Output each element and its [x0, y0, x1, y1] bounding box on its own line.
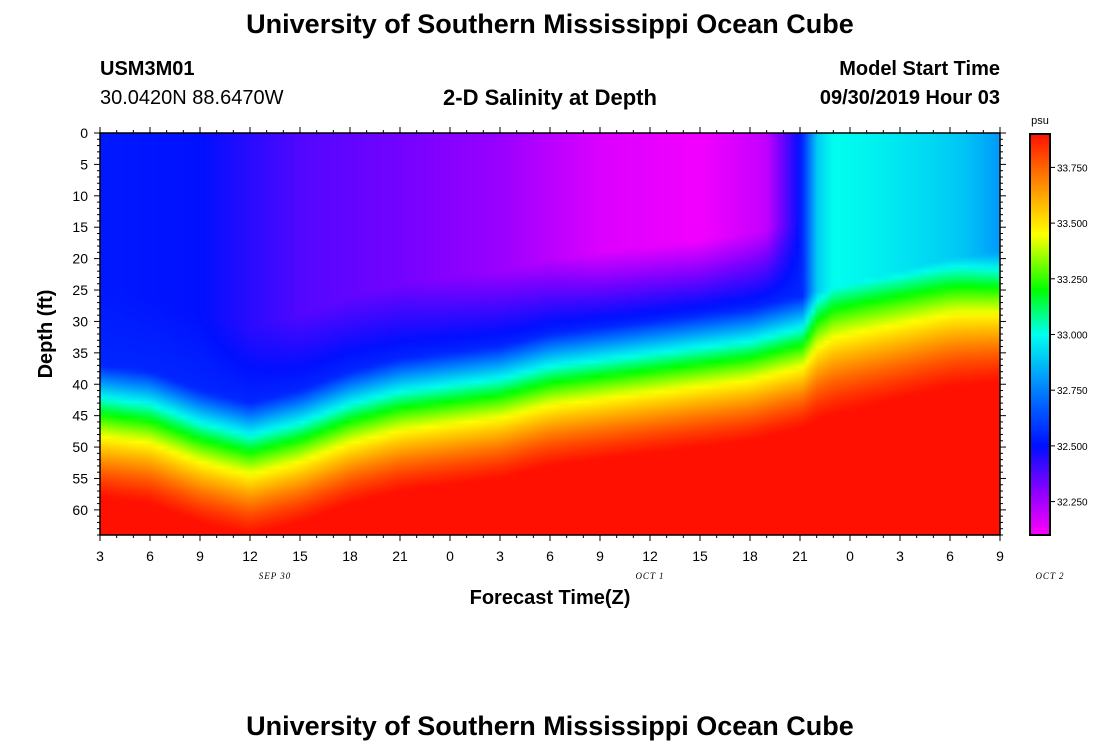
model-start-label: Model Start Time: [839, 58, 1000, 80]
y-tick-label: 15: [72, 219, 88, 235]
colorbar-unit: psu: [1031, 115, 1049, 127]
x-tick-label: 6: [946, 548, 954, 564]
colorbar: psu 33.750 33.500 33.250 33.000 32.750 32.500…: [1029, 115, 1088, 536]
x-tick-label: 0: [446, 548, 454, 564]
y-tick-label: 5: [80, 156, 88, 172]
colorbar-tick-label: 33.250: [1057, 275, 1088, 286]
x-tick-label: 9: [996, 548, 1004, 564]
x-tick-label: 15: [292, 548, 308, 564]
y-tick-label: 25: [72, 282, 88, 298]
y-tick-label: 45: [72, 408, 88, 424]
x-tick-label: 18: [342, 548, 358, 564]
station-coordinates: 30.0420N 88.6470W: [100, 87, 284, 109]
date-label: OCT 2: [1035, 571, 1064, 581]
x-tick-label: 6: [546, 548, 554, 564]
salinity-heatmap: [100, 133, 1000, 535]
date-label: SEP 30: [259, 571, 292, 581]
colorbar-tick-label: 32.750: [1057, 386, 1088, 397]
x-tick-label: 21: [792, 548, 808, 564]
colorbar-tick-label: 32.500: [1057, 442, 1088, 453]
y-tick-label: 50: [72, 439, 88, 455]
x-axis-title: Forecast Time(Z): [470, 587, 631, 609]
y-tick-label: 0: [80, 125, 88, 141]
x-tick-label: 3: [896, 548, 904, 564]
y-tick-label: 10: [72, 188, 88, 204]
y-axis-title: Depth (ft): [35, 290, 57, 379]
x-tick-label: 21: [392, 548, 408, 564]
y-tick-label: 20: [72, 251, 88, 267]
y-tick-label: 60: [72, 502, 88, 518]
x-tick-label: 6: [146, 548, 154, 564]
model-start-value: 09/30/2019 Hour 03: [819, 87, 1000, 109]
station-id: USM3M01: [100, 58, 195, 80]
x-tick-label: 0: [846, 548, 854, 564]
x-tick-label: 18: [742, 548, 758, 564]
y-tick-label: 40: [72, 376, 88, 392]
y-tick-label: 35: [72, 345, 88, 361]
y-tick-label: 30: [72, 313, 88, 329]
colorbar-gradient: [1029, 133, 1051, 536]
x-tick-label: 9: [196, 548, 204, 564]
x-tick-label: 12: [642, 548, 658, 564]
chart-title: 2-D Salinity at Depth: [443, 85, 657, 110]
date-label: OCT 1: [635, 571, 664, 581]
colorbar-tick-label: 33.750: [1057, 163, 1088, 174]
colorbar-tick-label: 33.500: [1057, 219, 1088, 230]
colorbar-tick-label: 32.250: [1057, 498, 1088, 509]
y-tick-label: 55: [72, 470, 88, 486]
x-tick-label: 9: [596, 548, 604, 564]
page-title-top: University of Southern Mississippi Ocean…: [246, 9, 854, 39]
x-tick-label: 15: [692, 548, 708, 564]
page-title-bottom: University of Southern Mississippi Ocean…: [246, 711, 854, 741]
colorbar-tick-label: 33.000: [1057, 331, 1088, 342]
x-tick-label: 3: [96, 548, 104, 564]
x-tick-label: 12: [242, 548, 258, 564]
x-tick-label: 3: [496, 548, 504, 564]
